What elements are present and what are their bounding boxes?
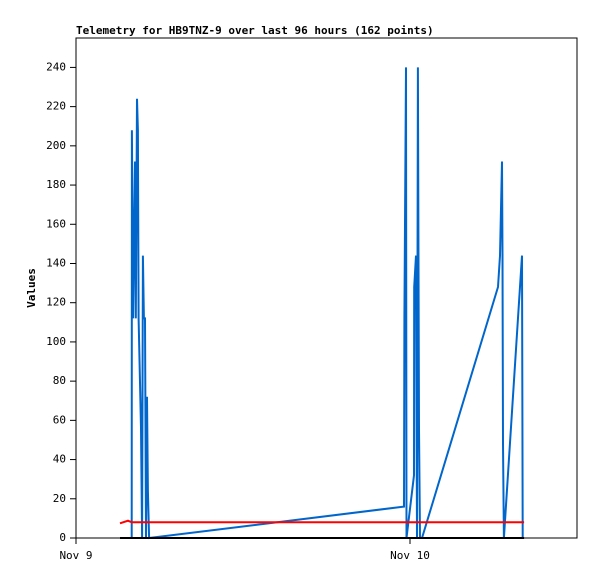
y-tick-label: 220 [46,100,66,113]
y-tick-label: 180 [46,178,66,191]
y-tick-label: 120 [46,296,66,309]
series-line [130,67,524,540]
y-tick-label: 240 [46,60,66,73]
y-tick-label: 20 [53,492,66,505]
plot-frame [75,37,578,539]
y-tick-label: 100 [46,335,66,348]
y-tick-label: 0 [59,531,66,544]
x-tick-label: Nov 10 [390,549,430,562]
y-tick-label: 160 [46,217,66,230]
y-tick-label: 140 [46,256,66,269]
chart-title: Telemetry for HB9TNZ-9 over last 96 hour… [76,24,434,37]
y-tick-label: 40 [53,453,66,466]
y-axis-label: Values [25,268,38,308]
series-line [119,519,525,525]
x-tick-label: Nov 9 [59,549,92,562]
y-tick-label: 200 [46,139,66,152]
y-tick-label: 80 [53,374,66,387]
y-tick-label: 60 [53,413,66,426]
